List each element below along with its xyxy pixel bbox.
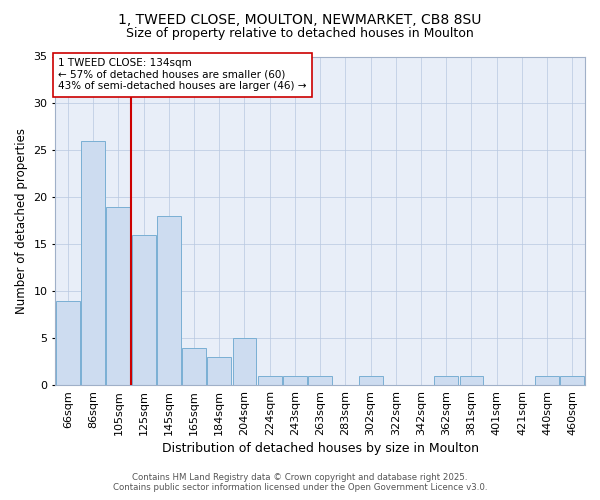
Bar	[560, 376, 584, 385]
Text: 1, TWEED CLOSE, MOULTON, NEWMARKET, CB8 8SU: 1, TWEED CLOSE, MOULTON, NEWMARKET, CB8 …	[118, 12, 482, 26]
Bar	[233, 338, 256, 385]
Bar	[535, 376, 559, 385]
Bar	[359, 376, 383, 385]
Text: Size of property relative to detached houses in Moulton: Size of property relative to detached ho…	[126, 28, 474, 40]
Y-axis label: Number of detached properties: Number of detached properties	[15, 128, 28, 314]
Bar	[81, 141, 105, 385]
X-axis label: Distribution of detached houses by size in Moulton: Distribution of detached houses by size …	[161, 442, 479, 455]
Bar	[182, 348, 206, 385]
Bar	[131, 235, 155, 385]
Bar	[56, 300, 80, 385]
Bar	[308, 376, 332, 385]
Bar	[258, 376, 281, 385]
Bar	[207, 357, 231, 385]
Bar	[283, 376, 307, 385]
Bar	[157, 216, 181, 385]
Bar	[106, 206, 130, 385]
Bar	[460, 376, 484, 385]
Text: Contains HM Land Registry data © Crown copyright and database right 2025.
Contai: Contains HM Land Registry data © Crown c…	[113, 473, 487, 492]
Text: 1 TWEED CLOSE: 134sqm
← 57% of detached houses are smaller (60)
43% of semi-deta: 1 TWEED CLOSE: 134sqm ← 57% of detached …	[58, 58, 307, 92]
Bar	[434, 376, 458, 385]
